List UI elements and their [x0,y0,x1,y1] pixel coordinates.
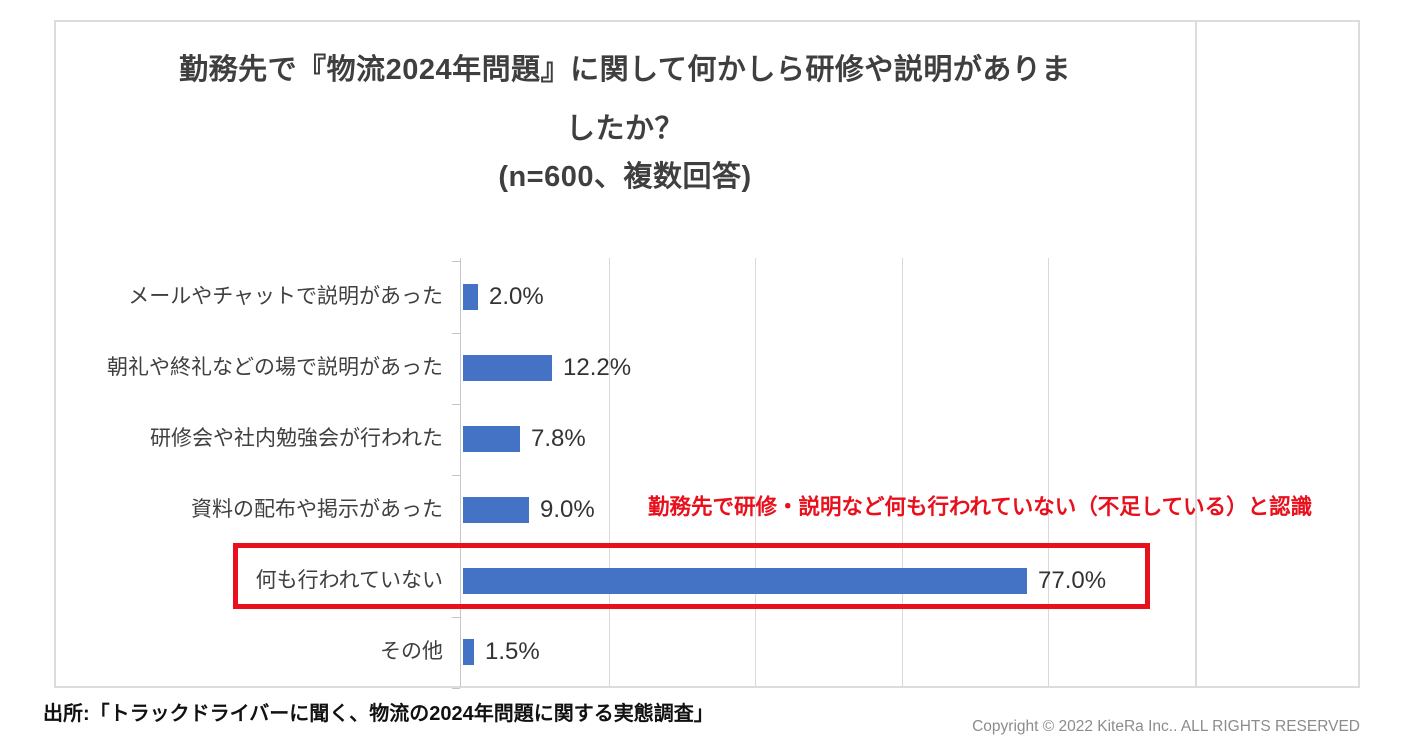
y-axis-tick [452,333,460,334]
y-axis-tick [452,475,460,476]
annotation-text: 勤務先で研修・説明など何も行われていない（不足している）と認識 [648,495,1313,519]
chart-title-line1: 勤務先で『物流2024年問題』に関して何かしら研修や説明がありま [179,54,1071,86]
copyright-text: Copyright © 2022 KiteRa Inc.. ALL RIGHTS… [972,718,1360,735]
value-label: 77.0% [1038,567,1107,594]
y-axis-tick [452,404,460,405]
highlight-box [233,543,1150,609]
bar [463,355,552,381]
bar [463,497,529,523]
plot-gridline [902,258,903,687]
category-label: 研修会や社内勉強会が行われた [150,427,443,450]
y-axis-tick [452,261,460,262]
y-axis-line [460,258,461,687]
plot-gridline [755,258,756,687]
category-label: 資料の配布や掲示があった [191,498,443,521]
panel-divider [1195,20,1197,688]
chart-title-line3: (n=600、複数回答) [498,161,752,193]
value-label: 12.2% [563,354,632,381]
bar [463,284,478,310]
plot-gridline [1048,258,1049,687]
value-label: 2.0% [489,283,544,310]
value-label: 7.8% [531,425,586,452]
category-label: その他 [380,640,443,663]
y-axis-tick [452,617,460,618]
category-label: メールやチャットで説明があった [128,285,443,308]
value-label: 9.0% [540,496,595,523]
value-label: 1.5% [485,638,540,665]
bar [463,426,520,452]
source-text: 出所:「トラックドライバーに聞く、物流の2024年問題に関する実態調査」 [43,703,714,725]
bar [463,639,474,665]
category-label: 何も行われていない [255,569,443,592]
category-label: 朝礼や終礼などの場で説明があった [107,356,443,379]
y-axis-tick [452,688,460,689]
bar [463,568,1027,594]
chart-title-line2: したか？ [565,113,684,145]
plot-gridline [609,258,610,687]
plot-gridline [1195,258,1196,687]
